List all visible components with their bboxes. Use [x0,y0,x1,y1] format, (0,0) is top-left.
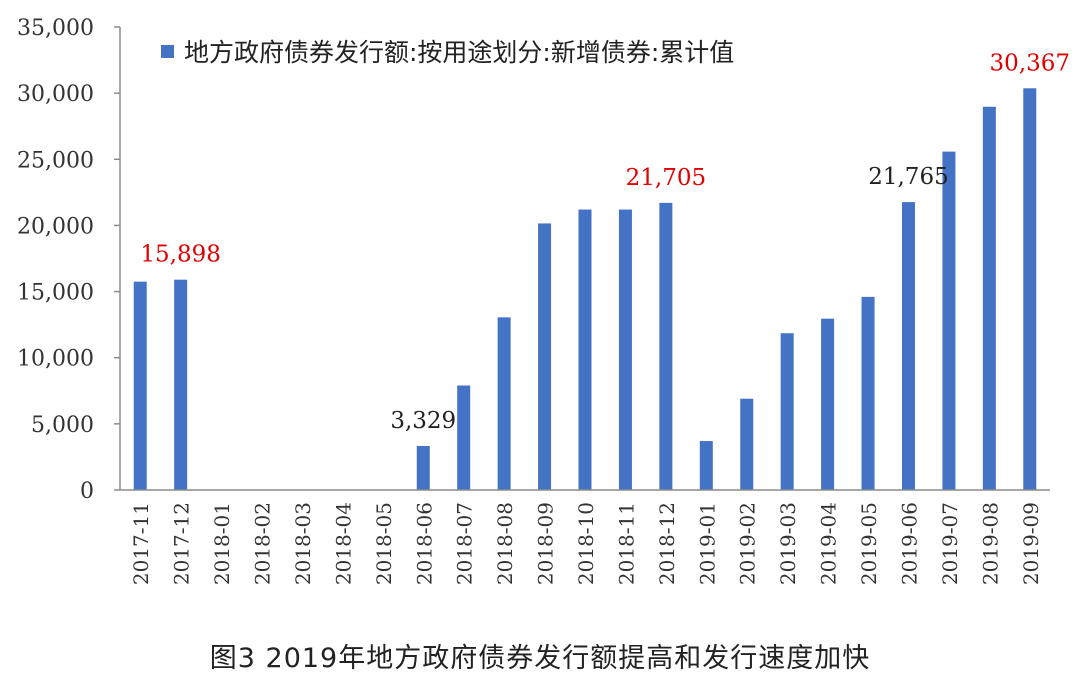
bar-2019-02 [740,398,754,490]
y-tick-label: 35,000 [17,16,94,41]
bar-2019-07 [942,151,956,490]
y-tick-label: 25,000 [17,148,94,173]
x-tick-label: 2019-09 [1019,502,1043,585]
bar-2018-11 [618,209,632,490]
data-label-2019-06: 21,765 [868,164,948,190]
x-tick-label: 2018-02 [251,502,275,585]
y-tick-label: 15,000 [17,281,94,306]
x-tick-label: 2018-12 [655,502,679,585]
x-tick-label: 2017-12 [170,502,194,585]
x-tick-label: 2018-04 [331,502,355,585]
x-tick-label: 2018-01 [210,502,234,585]
y-tick-label: 10,000 [17,347,94,372]
bar-2019-03 [780,333,794,490]
data-label-2017-12: 15,898 [140,242,220,268]
y-tick-label: 30,000 [17,82,94,107]
data-label-2018-12: 21,705 [626,165,706,191]
x-tick-label: 2019-01 [695,502,719,585]
bar-chart-svg: 0 5,000 10,000 15,000 20,000 25,000 30,000 35,0… [17,16,1070,585]
x-tick-label: 2018-09 [534,502,558,585]
x-tick-label: 2019-05 [857,502,881,585]
legend-swatch [161,45,174,58]
data-label-2018-06: 3,329 [390,408,456,434]
x-tick-label: 2017-11 [129,502,153,585]
bar-2019-04 [821,318,835,490]
y-tick-label: 20,000 [17,214,94,239]
bar-2018-09 [538,223,552,491]
x-tick-label: 2019-03 [776,502,800,585]
y-tick-label: 0 [80,479,94,504]
x-tick-label: 2019-02 [736,502,760,585]
x-tick-label: 2018-10 [574,502,598,585]
bars [133,88,1037,491]
x-tick-label: 2018-08 [493,502,517,585]
y-axis-ticks: 0 5,000 10,000 15,000 20,000 25,000 30,000 35,0… [17,16,120,504]
bar-2018-06 [416,445,430,490]
x-tick-label: 2018-07 [453,502,477,585]
x-tick-label: 2019-04 [817,502,841,585]
x-tick-label: 2018-05 [372,502,396,585]
bar-2017-11 [133,281,147,490]
bar-2018-08 [497,317,511,490]
x-tick-label: 2019-08 [978,502,1002,585]
bar-2019-05 [861,296,875,490]
bar-2018-10 [578,209,592,490]
bar-2018-07 [457,385,471,490]
x-tick-label: 2019-07 [938,502,962,585]
x-tick-label: 2018-11 [614,502,638,585]
bar-2018-12 [659,202,673,491]
bar-2019-08 [982,106,996,491]
data-label-2019-09: 30,367 [990,50,1070,76]
data-labels: 15,898 3,329 21,705 21,765 30,367 [140,50,1070,434]
figure-caption: 图3 2019年地方政府债券发行额提高和发行速度加快 [209,643,871,674]
x-tick-label: 2018-03 [291,502,315,585]
bar-2019-06 [901,202,915,490]
bar-2019-01 [699,441,713,490]
x-tick-label: 2019-06 [897,502,921,585]
legend: 地方政府债券发行额:按用途划分:新增债券:累计值 [161,38,734,67]
y-tick-label: 5,000 [31,413,94,438]
legend-label: 地方政府债券发行额:按用途划分:新增债券:累计值 [184,38,734,67]
x-tick-label: 2018-06 [412,502,436,585]
bar-2019-09 [1023,88,1037,491]
x-axis-tick-labels: 2017-11 2017-12 2018-01 2018-02 2018-03 2018-… [129,502,1043,585]
bar-2017-12 [174,279,188,490]
